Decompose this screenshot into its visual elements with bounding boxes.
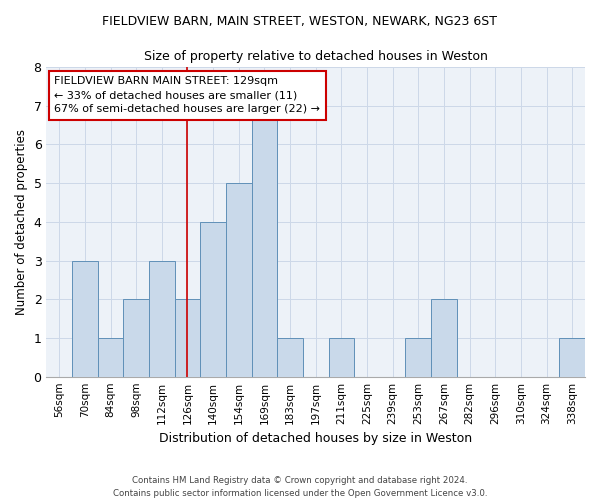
Bar — [406, 338, 431, 376]
Bar — [559, 338, 585, 376]
Bar — [329, 338, 354, 376]
Title: Size of property relative to detached houses in Weston: Size of property relative to detached ho… — [144, 50, 488, 63]
Text: Contains HM Land Registry data © Crown copyright and database right 2024.
Contai: Contains HM Land Registry data © Crown c… — [113, 476, 487, 498]
Bar — [251, 106, 277, 376]
Bar — [277, 338, 303, 376]
X-axis label: Distribution of detached houses by size in Weston: Distribution of detached houses by size … — [159, 432, 472, 445]
Bar — [175, 299, 200, 376]
Y-axis label: Number of detached properties: Number of detached properties — [15, 129, 28, 315]
Bar — [98, 338, 124, 376]
Bar — [200, 222, 226, 376]
Text: FIELDVIEW BARN MAIN STREET: 129sqm
← 33% of detached houses are smaller (11)
67%: FIELDVIEW BARN MAIN STREET: 129sqm ← 33%… — [55, 76, 320, 114]
Text: FIELDVIEW BARN, MAIN STREET, WESTON, NEWARK, NG23 6ST: FIELDVIEW BARN, MAIN STREET, WESTON, NEW… — [103, 15, 497, 28]
Bar — [431, 299, 457, 376]
Bar — [149, 260, 175, 376]
Bar — [72, 260, 98, 376]
Bar — [124, 299, 149, 376]
Bar — [226, 183, 251, 376]
